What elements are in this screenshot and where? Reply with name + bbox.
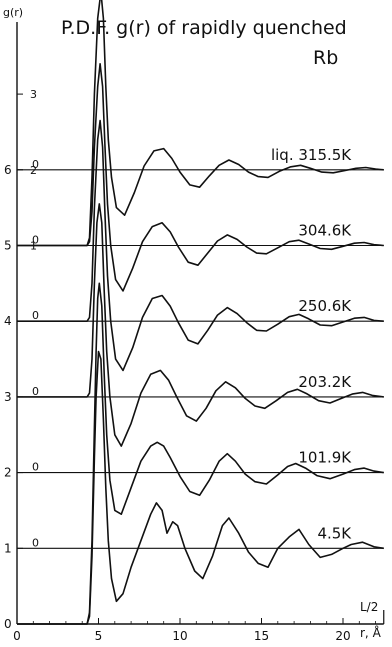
offset-zero-label: 0 [32,385,39,398]
offset-zero-label: 0 [32,536,39,549]
series-label: 304.6K [298,222,352,240]
series-label: 203.2K [298,373,352,391]
curve-4-5k [17,350,384,625]
y-tick-label: 4 [4,314,12,328]
upper-tick-label: 3 [30,88,37,101]
series-label: 101.9K [298,449,352,467]
series-label: liq. 315.5K [271,146,352,164]
series-label: 250.6K [298,297,352,315]
offset-zero-label: 0 [32,309,39,322]
y-tick-label: 6 [4,163,12,177]
offset-zero-label: 0 [32,234,39,247]
series-label: 4.5K [317,524,352,542]
labels-group: 4.5K 101.9K 203.2K 250.6K 304.6K liq. 315.5K [271,146,352,542]
baselines-group: 0 0 0 0 0 0 [17,158,384,549]
x-tick-label: 15 [254,629,269,643]
y-tick-label: 2 [4,466,12,480]
y-tick-label: 5 [4,239,12,253]
offset-zero-label: 0 [32,158,39,171]
chart-title-line1: P.D.F. g(r) of rapidly quenched [61,17,347,39]
y-axis-label: g(r) [3,6,23,19]
x-break-label: L/2 [360,600,378,614]
curve-101-9k [17,282,384,625]
curves-group [17,0,384,625]
y-tick-label: 1 [4,541,12,555]
x-tick-label: 0 [13,629,21,643]
curve-304-6k [17,63,384,292]
y-tick-label: 0 [4,617,12,631]
y-tick-label: 3 [4,390,12,404]
x-tick-label: 10 [172,629,187,643]
curve-203-2k [17,203,384,447]
x-axis-label: r, Å [360,625,382,640]
curve-250-6k [17,119,384,372]
offset-zero-label: 0 [32,461,39,474]
x-tick-label: 5 [95,629,103,643]
x-tick-label: 20 [335,629,350,643]
chart-title-line2: Rb [313,47,338,69]
curve-liq-315-5k [17,0,384,247]
